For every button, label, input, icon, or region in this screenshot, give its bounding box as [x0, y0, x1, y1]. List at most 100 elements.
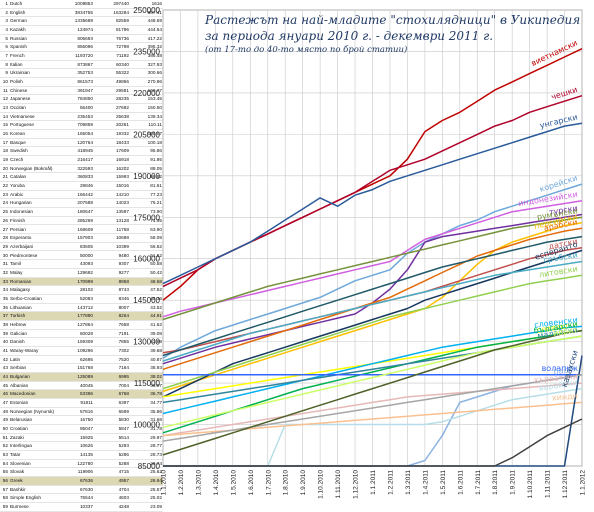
table-row: 27 Persian 168609 11758 63.90 [0, 224, 163, 235]
table-cell: Finnish [9, 216, 59, 226]
table-cell: 26.94 [130, 476, 163, 486]
table-cell: 300.66 [130, 68, 163, 79]
table-row: 3 German 1335689 82559 448.69 [0, 16, 163, 26]
table-row: 24 Hungarian 207588 14023 76.21 [0, 198, 163, 209]
table-cell: 58.09 [130, 233, 163, 243]
table-cell: 8346 [94, 294, 130, 304]
table-cell: Albanian [9, 381, 59, 391]
table-cell: 31 [0, 259, 9, 269]
table-cell: 159309 [59, 337, 94, 347]
table-cell: 9 [0, 68, 9, 79]
table-cell: 24 [0, 198, 9, 209]
table-cell: Arabic [9, 190, 59, 200]
table-cell: 46 [0, 389, 9, 399]
x-tick-label: 1.9.2011 [510, 470, 517, 495]
table-cell: 36.78 [130, 389, 163, 399]
x-tick-label: 1.7.2010 [265, 470, 272, 496]
table-cell: 56.52 [130, 242, 163, 252]
table-cell: Belarusian [9, 415, 59, 425]
table-row: 16 Korean 165054 19332 105.07 [0, 129, 163, 139]
series-label: хърватски [533, 372, 578, 384]
table-cell: 417.22 [130, 34, 163, 44]
table-row: 22 Yoruba 29846 15016 81.61 [0, 181, 163, 191]
table-cell: 3 [0, 16, 9, 26]
x-tick-label: 1.1.2010 [161, 470, 168, 496]
series-line [162, 382, 583, 437]
table-cell: Hungarian [9, 198, 59, 209]
table-cell: 124974 [59, 25, 94, 35]
table-cell: 7004 [94, 381, 130, 391]
table-row: 37 Turkish 177890 8264 44.91 [0, 311, 163, 321]
x-tick-label: 1.10.2011 [527, 470, 534, 499]
x-tick-label: 1.1.2011 [370, 470, 377, 495]
table-row: 13 Occitan 56400 27692 150.50 [0, 103, 163, 113]
table-cell: Croatian [9, 424, 59, 434]
table-row: 4 Kazakh 124974 81796 444.54 [0, 25, 163, 35]
table-cell: 30 [0, 250, 9, 261]
table-cell: 4 [0, 25, 9, 35]
table-cell: Estonian [9, 398, 59, 408]
table-cell: 110.11 [130, 120, 163, 131]
table-cell: 29846 [59, 181, 94, 191]
table-cell: 25.02 [130, 493, 163, 503]
table-cell: 1193720 [59, 51, 94, 61]
x-tick-label: 1.2.2010 [178, 470, 185, 496]
table-cell: Yoruba [9, 181, 59, 191]
x-tick-label: 1.4.2011 [422, 470, 429, 495]
table-cell: 29 [0, 242, 9, 252]
table-cell: 55322 [94, 68, 130, 79]
table-cell: 40.87 [130, 355, 163, 365]
table-cell: 27692 [94, 103, 130, 113]
table-cell: 77.23 [130, 190, 163, 200]
table-row: 56 Greek 67636 4957 26.94 [0, 476, 163, 486]
title-line-3: (от 17-то до 40-то място по брой статии) [205, 44, 407, 55]
table-cell: 58 [0, 493, 9, 503]
table-cell: 448.69 [130, 16, 163, 26]
table-cell: 42 [0, 355, 9, 365]
table-cell: 39.68 [130, 346, 163, 356]
table-cell: 22 [0, 181, 9, 191]
table-row: 43 Serbian 151768 7164 38.93 [0, 363, 163, 373]
table-cell: 285269 [59, 216, 94, 226]
table-cell: Occitan [9, 103, 59, 113]
table-cell: 54 [0, 459, 9, 469]
table-cell: 109296 [59, 346, 94, 356]
table-cell: Interlingua [9, 441, 59, 451]
table-cell: Malay [9, 268, 59, 278]
y-tick-label: 130000 [133, 338, 160, 347]
table-cell: 38.02 [130, 372, 163, 382]
y-tick-label: 160000 [133, 255, 160, 264]
table-cell: 10399 [94, 242, 130, 252]
y-tick-label: 145000 [133, 296, 160, 305]
table-cell: 5 [0, 34, 9, 44]
table-cell: 37 [0, 311, 9, 321]
table-cell: 391947 [59, 86, 94, 96]
table-cell: Turkish [9, 311, 59, 321]
table-cell: 41 [0, 346, 9, 356]
table-cell: Japanese [9, 94, 59, 105]
table-cell: 20261 [94, 120, 130, 131]
x-tick-label: 1.7.2011 [475, 470, 482, 495]
table-cell: 12 [0, 94, 9, 105]
title-line-2: за периода януари 2010 г. - декември 201… [205, 29, 493, 43]
table-row: 23 Arabic 166442 14210 77.23 [0, 190, 163, 200]
table-cell: 60340 [94, 60, 130, 70]
table-cell: 62695 [59, 355, 94, 365]
table-row: 50 Croatian 95047 5847 31.78 [0, 424, 163, 434]
table-cell: 49856 [94, 77, 130, 87]
table-cell: 21 [0, 172, 9, 183]
table-cell: 55 [0, 467, 9, 477]
table-cell: 14210 [94, 190, 130, 200]
table-cell: 151768 [59, 363, 94, 373]
table-cell: 5514 [94, 433, 130, 443]
table-cell: 33 [0, 277, 9, 287]
table-cell: 35 [0, 294, 9, 304]
table-cell: English [9, 8, 59, 18]
table-cell: 856096 [59, 42, 94, 53]
table-cell: 35.86 [130, 407, 163, 417]
table-cell: 160.77 [130, 86, 163, 96]
table-cell: 63.90 [130, 224, 163, 235]
table-cell: 170999 [59, 277, 94, 287]
table-row: 47 Estonian 91811 6397 34.77 [0, 398, 163, 408]
x-tick-label: 1.11.2010 [335, 470, 342, 499]
